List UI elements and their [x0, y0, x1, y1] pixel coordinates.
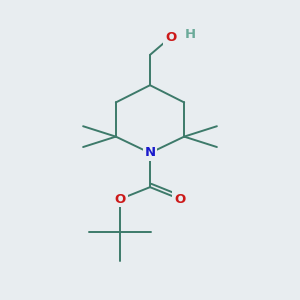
- Text: H: H: [184, 28, 196, 40]
- Text: O: O: [115, 193, 126, 206]
- Text: O: O: [165, 31, 176, 44]
- Text: O: O: [174, 193, 185, 206]
- Text: N: N: [144, 146, 156, 160]
